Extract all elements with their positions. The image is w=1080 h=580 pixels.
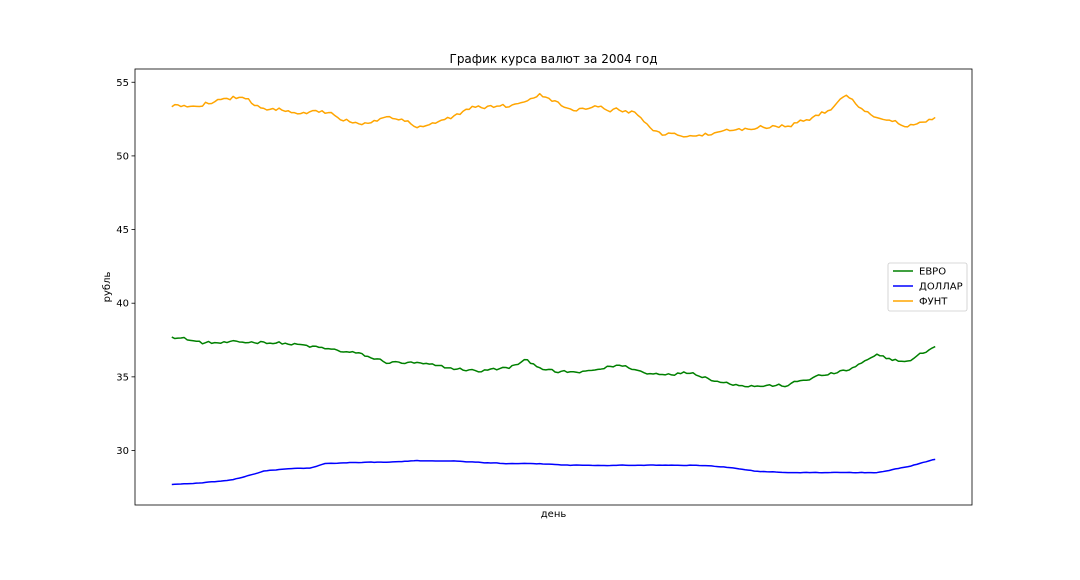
y-axis: 30 35 40 45 50 55 <box>116 78 135 457</box>
x-axis-label: день <box>541 509 567 520</box>
y-tick-label: 30 <box>116 446 129 457</box>
plot-area <box>134 68 973 506</box>
legend: ЕВРО ДОЛЛАР ФУНТ <box>887 262 968 312</box>
series-line-0 <box>171 336 936 388</box>
y-tick-label: 55 <box>116 78 129 89</box>
y-tick-label: 35 <box>116 372 129 383</box>
series-line-1 <box>171 458 936 486</box>
y-tick-label: 40 <box>116 299 129 310</box>
legend-box <box>887 262 968 312</box>
y-tick-label: 50 <box>116 151 129 162</box>
chart-title: График курса валют за 2004 год <box>450 52 658 66</box>
legend-entry-label: ЕВРО <box>919 267 946 278</box>
legend-entry-label: ФУНТ <box>919 297 948 308</box>
y-tick-label: 45 <box>116 225 129 236</box>
series-line-2 <box>171 92 936 138</box>
y-axis-label: рубль <box>102 272 113 303</box>
legend-entry-label: ДОЛЛАР <box>919 282 963 293</box>
